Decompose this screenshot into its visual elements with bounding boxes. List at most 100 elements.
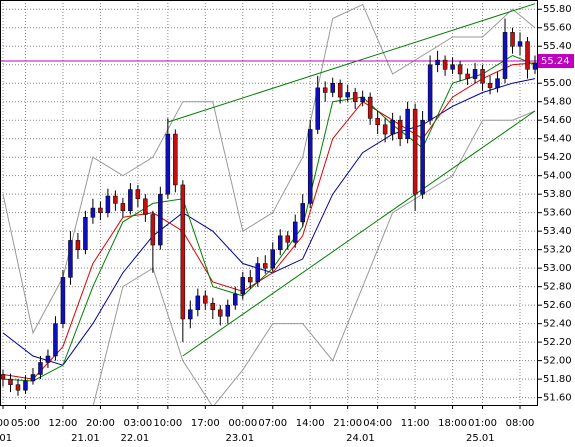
candle-body <box>525 41 530 70</box>
candle-body <box>8 378 13 385</box>
candle-body <box>83 217 88 250</box>
candle-body <box>532 62 538 70</box>
y-tick-label: 53.80 <box>543 189 572 200</box>
date-label: 25.01 <box>466 433 495 444</box>
x-tick-label: 00 <box>0 418 9 429</box>
y-tick-label: 52.40 <box>543 319 572 330</box>
candle-body <box>60 277 66 324</box>
candle-body <box>292 221 298 243</box>
x-tick-label: 10:00 <box>153 418 182 429</box>
candle-body <box>510 32 515 47</box>
candle-body <box>472 69 478 79</box>
candle-body <box>307 129 313 204</box>
x-tick-label: 21:00 <box>333 418 362 429</box>
y-tick-label: 53.20 <box>543 245 572 256</box>
candle-body <box>420 119 425 195</box>
y-tick-label: 51.80 <box>543 374 572 385</box>
candle-body <box>300 203 305 223</box>
x-tick-label: 01:00 <box>468 418 497 429</box>
x-tick-label: 07:00 <box>258 418 287 429</box>
y-tick-label: 53.40 <box>543 226 572 237</box>
y-tick-label: 55.40 <box>543 41 572 52</box>
candle-body <box>263 263 268 269</box>
candle-body <box>405 108 410 139</box>
indicator-line <box>92 110 536 405</box>
candle-body <box>442 59 448 70</box>
candle-body <box>98 207 103 213</box>
candle-body <box>487 82 493 89</box>
candle-body <box>397 119 403 139</box>
x-tick-label: 18:00 <box>438 418 467 429</box>
candle-body <box>143 198 148 215</box>
candle-body <box>195 295 201 311</box>
x-tick-label: 08:00 <box>506 418 535 429</box>
trend-line <box>167 3 536 123</box>
candle-body <box>165 133 171 195</box>
x-tick-label: 05:00 <box>11 418 40 429</box>
candle-body <box>0 374 6 380</box>
x-tick-label: 03:00 <box>123 418 152 429</box>
y-tick-label: 55.60 <box>543 23 572 34</box>
y-tick-label: 55.00 <box>543 78 572 89</box>
candle-body <box>270 249 275 269</box>
candle-body <box>390 119 395 135</box>
candle-body <box>150 214 156 246</box>
candle-body <box>180 184 186 320</box>
candle-body <box>427 64 433 121</box>
candle-body <box>225 304 231 317</box>
candle-body <box>412 108 418 195</box>
candle-body <box>465 73 470 79</box>
x-tick-label: 20:00 <box>86 418 115 429</box>
candle-body <box>495 78 500 89</box>
candle-body <box>135 189 141 200</box>
candle-body <box>128 189 133 212</box>
candle-body <box>188 309 193 320</box>
candle-body <box>367 96 373 119</box>
candle-body <box>120 203 126 212</box>
y-tick-label: 52.00 <box>543 356 572 367</box>
y-tick-label: 53.60 <box>543 208 572 219</box>
date-label: 21.01 <box>71 433 100 444</box>
x-tick-label: 17:00 <box>191 418 220 429</box>
candle-body <box>203 295 208 304</box>
date-label: 24.01 <box>346 433 375 444</box>
candle-body <box>382 124 388 135</box>
candle-body <box>68 240 73 278</box>
y-tick-label: 52.80 <box>543 282 572 293</box>
candle-body <box>210 303 216 311</box>
y-tick-label: 52.60 <box>543 300 572 311</box>
candle-body <box>277 235 283 250</box>
indicator-line <box>2 78 536 366</box>
plot-layer <box>0 3 538 405</box>
candle-body <box>158 193 163 246</box>
date-label: 23.01 <box>225 433 254 444</box>
candle-body <box>233 293 238 306</box>
candle-body <box>255 263 261 283</box>
indicator-line <box>2 3 536 335</box>
y-tick-label: 54.60 <box>543 115 572 126</box>
candle-body <box>38 362 43 375</box>
candle-body <box>337 82 343 98</box>
candle-body <box>360 96 365 102</box>
candle-body <box>53 323 58 357</box>
candle-body <box>457 64 463 75</box>
candle-body <box>285 235 290 243</box>
level-label-box <box>538 54 574 69</box>
candle-body <box>450 64 455 70</box>
candle-body <box>517 41 523 47</box>
candle-body <box>23 380 28 391</box>
x-tick-label: 00:00 <box>228 418 257 429</box>
candle-body <box>502 32 508 79</box>
candle-body <box>480 69 485 84</box>
date-label: 19.01 <box>0 433 12 444</box>
candle-body <box>90 207 96 218</box>
y-tick-label: 54.20 <box>543 152 572 163</box>
candle-body <box>45 355 51 363</box>
x-tick-label: 12:00 <box>49 418 78 429</box>
candle-body <box>173 133 178 186</box>
y-tick-label: 51.60 <box>543 393 572 404</box>
candle-body <box>75 240 81 250</box>
candle-body <box>435 59 440 65</box>
candle-body <box>113 195 118 204</box>
